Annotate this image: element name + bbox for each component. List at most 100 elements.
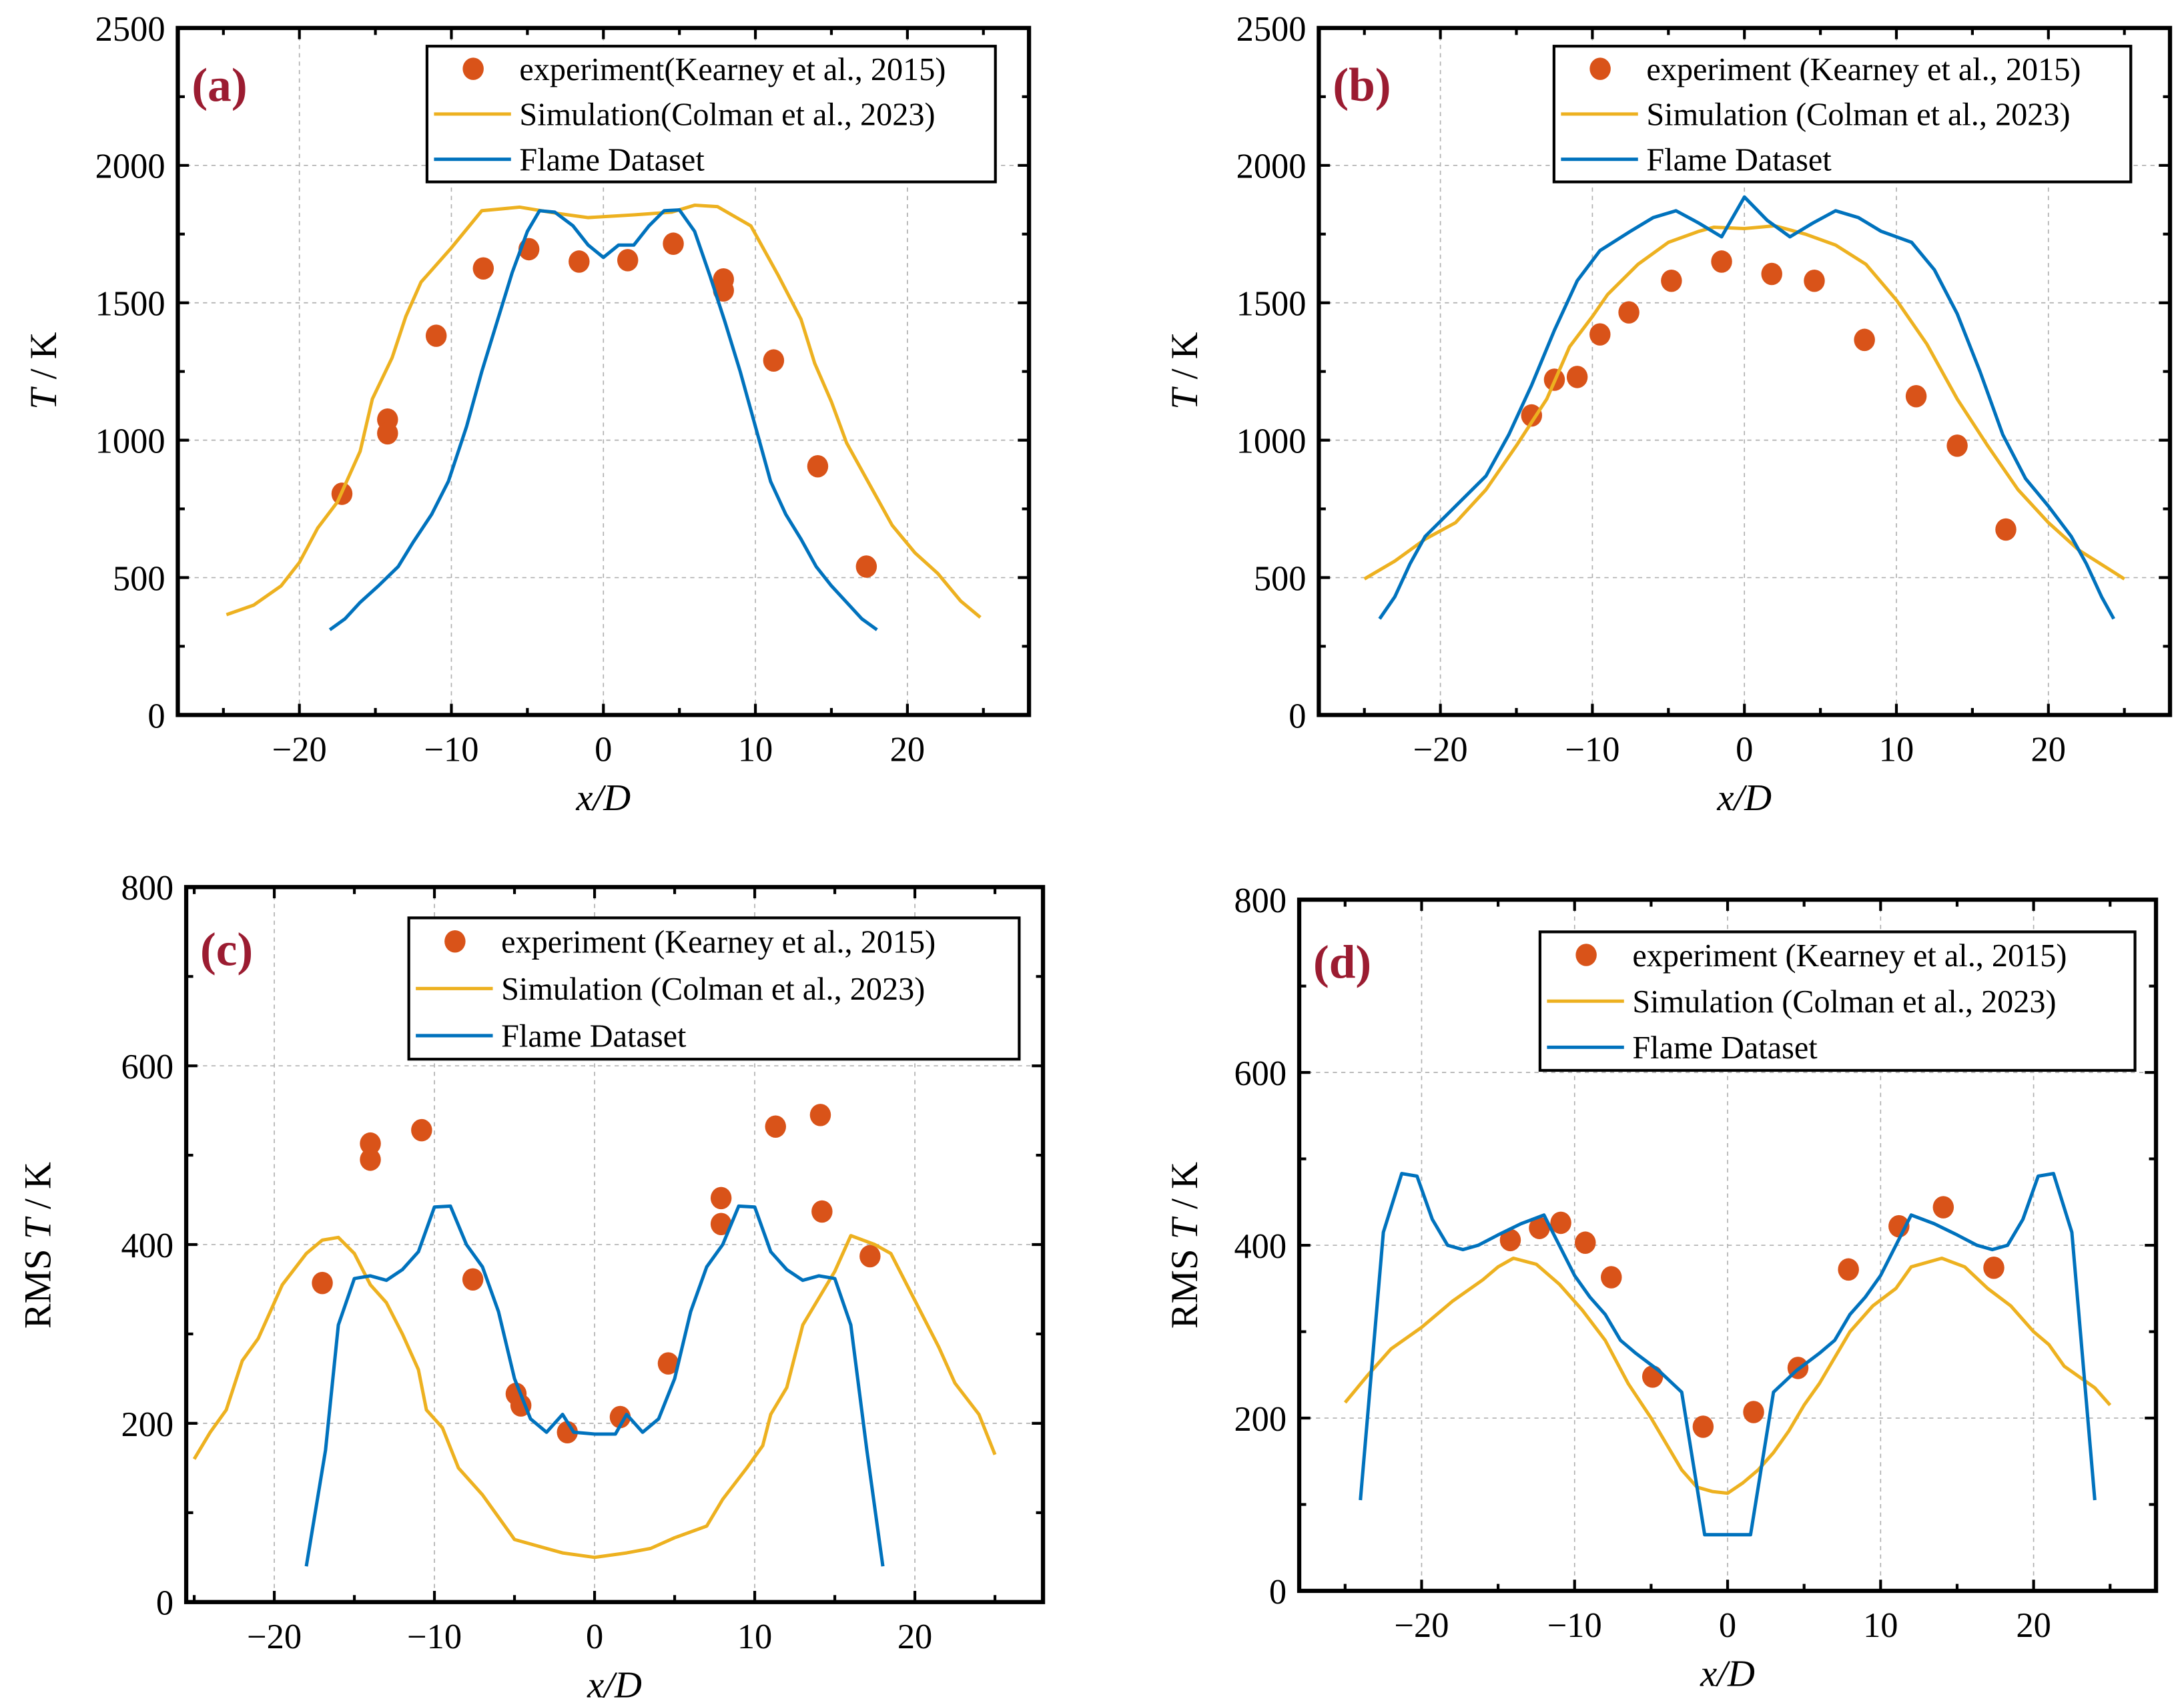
experiment-point xyxy=(1550,1211,1571,1235)
x-tick-label: 20 xyxy=(897,1618,932,1656)
experiment-point xyxy=(765,1115,786,1138)
flame-line xyxy=(328,208,878,631)
experiment-point xyxy=(1743,1401,1764,1423)
y-tick-label: 200 xyxy=(1234,1400,1287,1439)
x-tick-label: 10 xyxy=(738,731,773,769)
axes-frame xyxy=(184,885,1046,1604)
experiment-point xyxy=(377,422,398,445)
y-tick-label: 800 xyxy=(121,869,173,908)
experiment-point xyxy=(1618,301,1640,324)
x-tick-label: −20 xyxy=(247,1618,302,1656)
x-tick-label: −20 xyxy=(272,731,327,769)
x-tick-label: 10 xyxy=(1879,731,1914,769)
experiment-point xyxy=(809,1104,831,1126)
legend-marker-experiment xyxy=(1575,944,1597,966)
experiment-point xyxy=(411,1118,432,1142)
flame-line xyxy=(1359,1172,2097,1537)
y-tick-label: 500 xyxy=(113,559,165,598)
legend-box xyxy=(1552,45,2133,184)
y-tick-label: 0 xyxy=(1269,1573,1287,1612)
panel-a: −20 −10 0 10 20 0 500 1000 1500 2000 2500 x/D T / K (… xyxy=(23,10,1032,819)
experiment-point xyxy=(1642,1365,1664,1388)
x-tick-label: 10 xyxy=(1863,1606,1898,1645)
experiment-point xyxy=(710,1186,732,1210)
flame-line xyxy=(1378,195,2115,620)
experiment-point xyxy=(1838,1258,1859,1281)
legend-label-flame: Flame Dataset xyxy=(1632,1030,1818,1066)
x-tick-label: −20 xyxy=(1413,731,1468,769)
legend-label-experiment: experiment (Kearney et al., 2015) xyxy=(1632,938,2067,974)
simulation-line xyxy=(1343,1256,2112,1495)
legend-label-simulation: Simulation (Colman et al., 2023) xyxy=(501,972,925,1007)
y-tick-label: 1000 xyxy=(95,422,165,461)
experiment-point xyxy=(1932,1196,1954,1219)
y-tick-label: 2000 xyxy=(1236,147,1307,186)
x-axis-label: x/D xyxy=(1716,777,1772,819)
x-tick-label: −10 xyxy=(424,731,478,769)
x-tick-label: −10 xyxy=(1547,1606,1602,1645)
y-tick-label: 600 xyxy=(121,1048,173,1086)
x-tick-label: −20 xyxy=(1394,1606,1449,1645)
panel-label: (b) xyxy=(1333,59,1391,111)
legend-box xyxy=(425,45,997,184)
y-tick-label: 0 xyxy=(156,1584,173,1623)
experiment-point xyxy=(1983,1256,2005,1279)
experiment-point xyxy=(609,1405,631,1429)
legend-box xyxy=(407,916,1021,1061)
y-axis-label: T / K xyxy=(1164,332,1206,409)
experiment-point xyxy=(663,232,684,255)
experiment-point xyxy=(1946,434,1968,457)
experiment-point xyxy=(1692,1415,1714,1438)
simulation-line xyxy=(1363,224,2126,581)
x-tick-label: 20 xyxy=(2031,731,2066,769)
experiment-point xyxy=(472,257,494,280)
y-tick-label: 2500 xyxy=(1236,10,1307,49)
axes-frame xyxy=(1297,898,2159,1594)
experiment-point xyxy=(1761,262,1782,286)
legend-label-experiment: experiment (Kearney et al., 2015) xyxy=(1646,52,2081,87)
experiment-point xyxy=(657,1352,679,1375)
legend-box xyxy=(1538,930,2137,1072)
y-tick-label: 1500 xyxy=(95,285,165,324)
y-tick-label: 400 xyxy=(121,1227,173,1265)
experiment-point xyxy=(1854,328,1875,352)
legend-marker-experiment xyxy=(444,930,466,953)
experiment-point xyxy=(1521,404,1543,427)
legend-label-experiment: experiment (Kearney et al., 2015) xyxy=(501,925,936,960)
flame-line xyxy=(304,1204,885,1567)
experiment-point xyxy=(557,1421,578,1444)
panel-label: (c) xyxy=(200,924,253,976)
legend-label-experiment: experiment(Kearney et al., 2015) xyxy=(519,52,946,87)
x-axis-label: x/D xyxy=(575,777,631,819)
y-axis-label: RMS T / K xyxy=(18,1162,59,1329)
experiment-point xyxy=(855,555,877,578)
y-tick-label: 0 xyxy=(1289,697,1306,735)
y-axis-label: RMS T / K xyxy=(1164,1162,1206,1329)
x-tick-label: −10 xyxy=(1565,731,1619,769)
legend-label-simulation: Simulation (Colman et al., 2023) xyxy=(1646,97,2070,133)
x-tick-label: 0 xyxy=(595,731,612,769)
x-axis-label: x/D xyxy=(1700,1654,1755,1695)
y-axis-label: T / K xyxy=(23,332,65,409)
x-tick-label: 20 xyxy=(2016,1606,2051,1645)
x-tick-label: 0 xyxy=(586,1618,603,1656)
experiment-point xyxy=(1905,384,1927,408)
experiment-point xyxy=(1804,270,1825,292)
experiment-point xyxy=(859,1245,881,1268)
legend-marker-experiment xyxy=(1589,57,1611,80)
simulation-line xyxy=(226,204,982,619)
experiment-point xyxy=(811,1200,833,1223)
experiment-point xyxy=(360,1132,381,1155)
panel-label: (a) xyxy=(192,59,247,111)
legend-label-flame: Flame Dataset xyxy=(519,142,705,178)
axes-frame xyxy=(1317,25,2173,717)
experiment-point xyxy=(763,349,785,372)
experiment-point xyxy=(710,1213,732,1236)
legend-label-flame: Flame Dataset xyxy=(501,1019,687,1054)
axes-frame xyxy=(175,25,1032,717)
x-tick-label: 0 xyxy=(1719,1606,1736,1645)
experiment-point xyxy=(425,324,447,347)
simulation-line xyxy=(192,1234,997,1560)
